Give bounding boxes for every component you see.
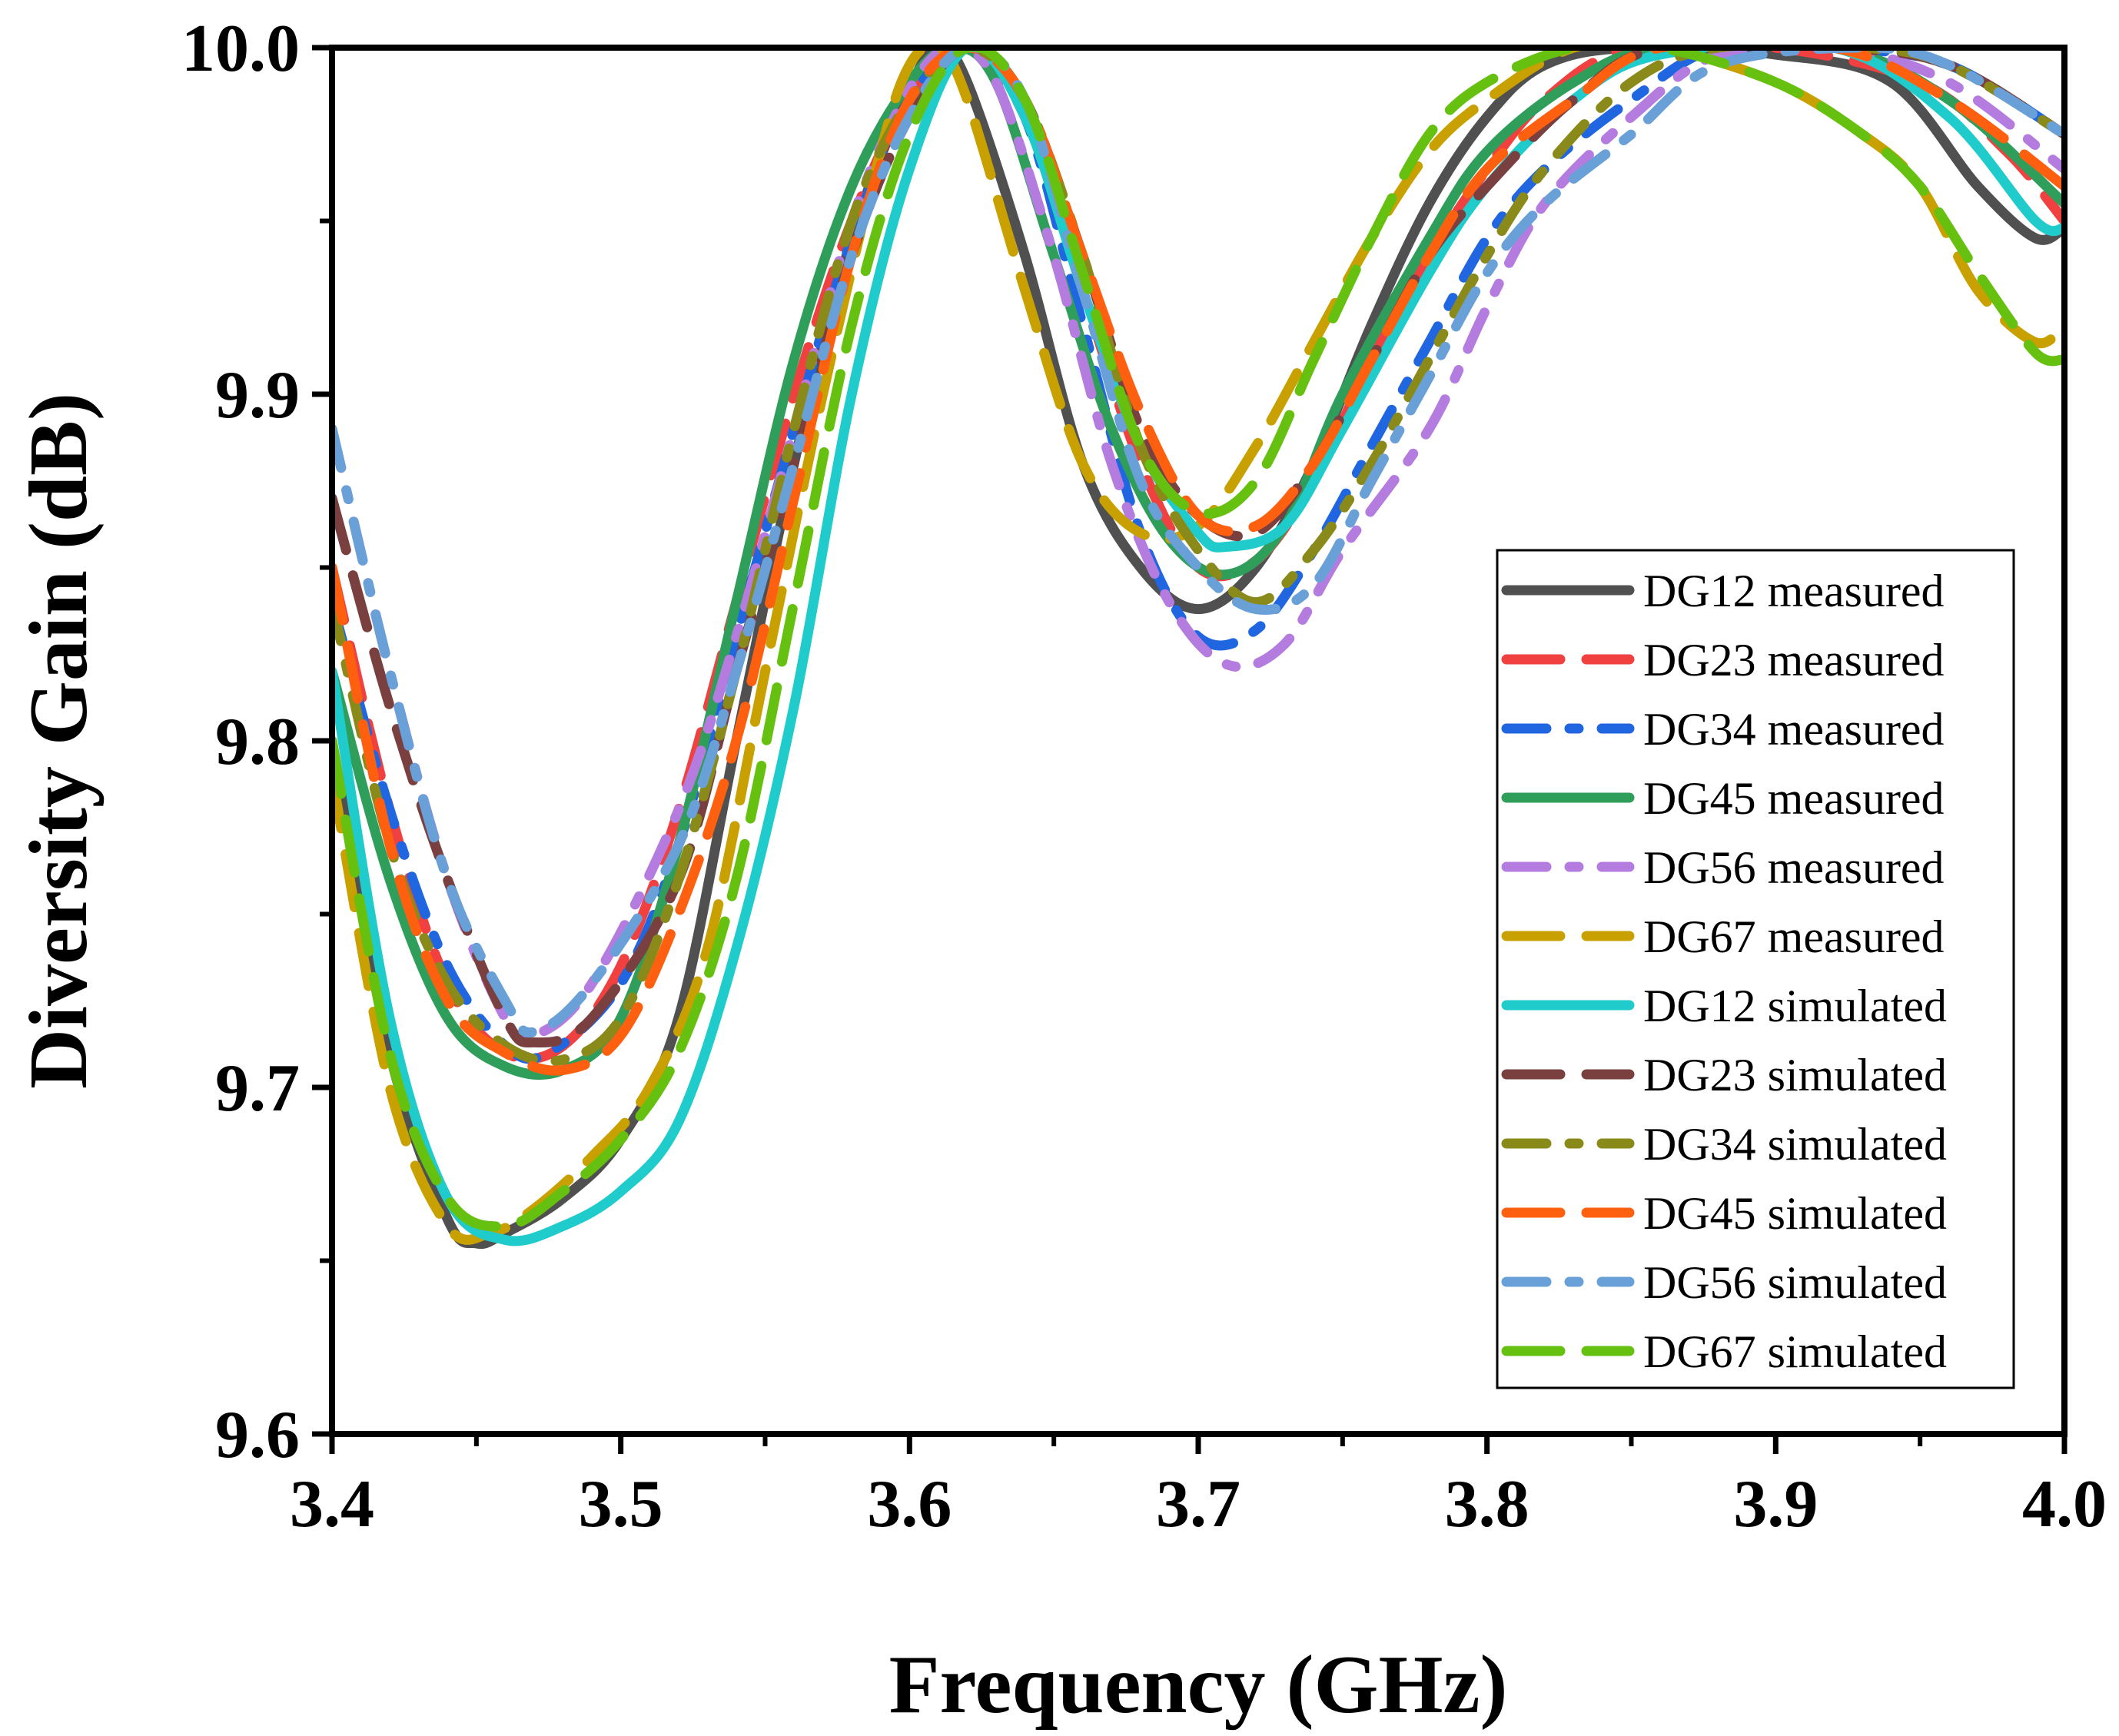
x-tick-label: 3.7	[1156, 1467, 1241, 1542]
series-line-dg67-simulated	[332, 48, 2064, 1232]
legend-label: DG34 simulated	[1643, 1119, 1947, 1170]
y-tick-label: 9.7	[215, 1051, 300, 1126]
x-tick-label: 3.6	[867, 1467, 952, 1542]
legend-label: DG12 measured	[1643, 566, 1945, 616]
x-tick-label: 3.5	[579, 1467, 663, 1542]
y-tick-label: 9.9	[215, 358, 300, 433]
legend-label: DG56 measured	[1643, 842, 1945, 893]
x-axis-title: Frequency (GHz)	[889, 1639, 1508, 1731]
legend-label: DG23 simulated	[1643, 1050, 1947, 1100]
series-layer	[332, 48, 2064, 1250]
x-tick-label: 3.9	[1733, 1467, 1818, 1542]
series-line-dg67-measured	[332, 48, 2064, 1245]
legend-label: DG45 simulated	[1643, 1188, 1947, 1239]
y-axis-title: Diversity Gain (dB)	[13, 393, 105, 1089]
y-tick-label: 10.0	[181, 12, 300, 86]
axis-ticks: 3.4 3.5 3.6 3.7 3.8 3.9 4.0 9.6 9.7 9.8 9.9 10.0	[181, 12, 2107, 1542]
legend-label: DG67 simulated	[1643, 1326, 1947, 1377]
legend-label: DG12 simulated	[1643, 981, 1947, 1031]
legend-label: DG23 measured	[1643, 635, 1945, 685]
series-line-dg56-measured	[332, 48, 2064, 1044]
x-tick-label: 4.0	[2022, 1467, 2107, 1542]
legend-label: DG45 measured	[1643, 773, 1945, 824]
legend-label: DG34 measured	[1643, 704, 1945, 755]
legend-box	[1496, 549, 2015, 1389]
y-tick-label: 9.6	[215, 1398, 300, 1472]
series-line-dg56-simulated	[332, 48, 2064, 1037]
x-tick-label: 3.8	[1445, 1467, 1529, 1542]
legend: DG12 measured DG23 measured DG34 measured D…	[1496, 549, 2015, 1389]
legend-label: DG67 measured	[1643, 911, 1945, 962]
x-tick-label: 3.4	[290, 1467, 374, 1542]
y-tick-label: 9.8	[215, 705, 300, 779]
legend-label: DG56 simulated	[1643, 1257, 1947, 1308]
